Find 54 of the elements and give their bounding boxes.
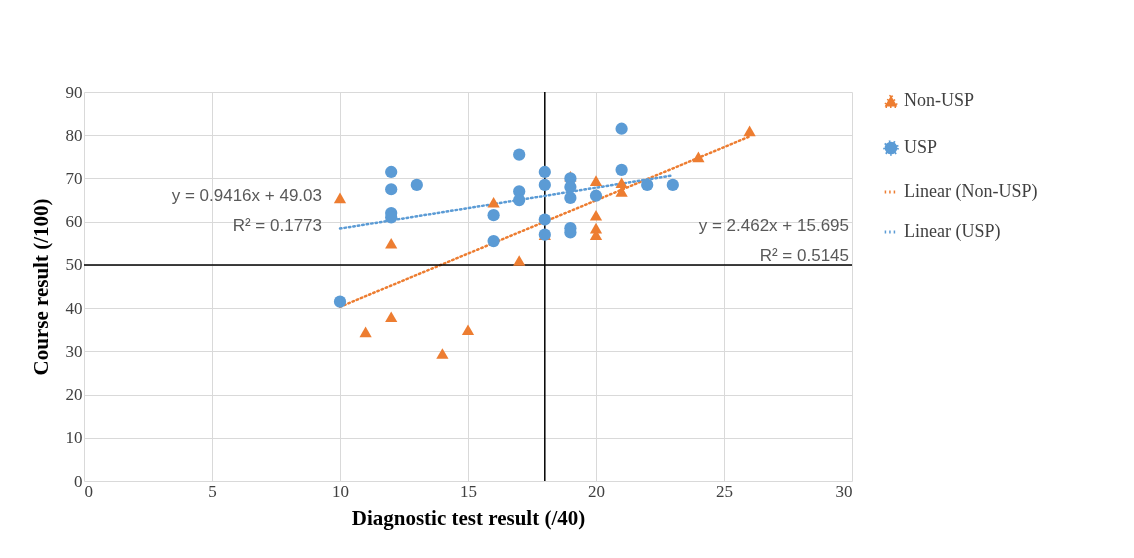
point [564,191,577,205]
point [487,196,500,208]
legend-label: Linear (Non-USP) [904,181,1038,202]
x-tick-label: 25 [716,481,733,501]
x-tick-label: 5 [208,481,217,501]
point [385,183,398,196]
point [666,178,679,192]
point [385,311,398,323]
point [461,324,475,336]
point [743,125,756,137]
point [615,163,628,176]
y-tick-label: 60 [65,212,83,232]
point [589,209,603,221]
point [487,235,500,248]
point [333,192,347,204]
point [538,178,551,192]
y-tick-label: 50 [65,255,83,275]
y-tick-label: 10 [65,428,83,448]
legend-label: Linear (USP) [904,221,1001,242]
y-tick-label: 80 [65,125,83,145]
point [385,237,398,249]
x-tick-label: 10 [332,481,349,501]
y-tick-label: 30 [65,341,83,361]
x-tick-label: 30 [835,481,853,501]
point [564,180,577,194]
point [436,348,449,359]
y-tick-label: 20 [65,385,83,405]
point [641,178,654,192]
x-tick-label: 20 [588,481,605,501]
x-tick-label: 15 [460,481,477,501]
point [359,326,372,338]
point [487,209,500,222]
y-axis-title: Course result (/100) [28,198,53,376]
annotation: y = 0.9416x + 49.03 R² = 0.1773 [171,186,322,235]
annotation: y = 2.462x + 15.695 R² = 0.5145 [698,216,849,265]
point [513,148,526,161]
point [538,213,551,226]
point [513,255,526,266]
x-axis-title: Diagnostic test result (/40) [351,505,586,530]
legend-label: Non-USP [904,90,975,110]
point [692,151,705,163]
point [333,295,347,308]
legend-label: USP [904,137,938,157]
point [615,177,628,189]
point [589,189,603,202]
point [410,178,423,192]
y-tick-label: 90 [65,82,83,102]
point [538,165,551,179]
point [589,175,603,186]
point [385,165,398,179]
y-tick-label: 70 [65,168,83,188]
y-tick-label: 40 [65,298,83,318]
point [513,193,526,207]
point [615,122,628,135]
